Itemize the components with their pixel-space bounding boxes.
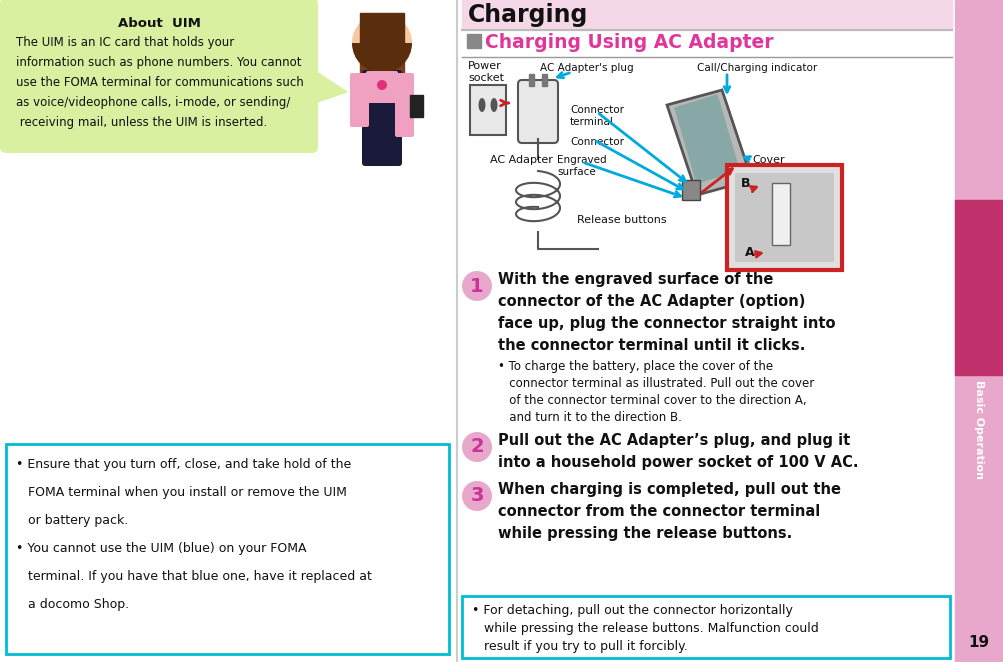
Bar [360, 43, 370, 83]
Text: Charging: Charging [467, 3, 588, 27]
Bar [469, 85, 506, 135]
Text: a docomo Shop.: a docomo Shop. [16, 598, 129, 611]
Text: A: A [744, 246, 754, 259]
Circle shape [461, 271, 491, 301]
Text: • To charge the battery, place the cover of the: • To charge the battery, place the cover… [497, 360, 772, 373]
Polygon shape [666, 90, 751, 195]
Text: AC Adapter: AC Adapter [489, 155, 553, 165]
Bar [734, 173, 833, 262]
Polygon shape [674, 95, 738, 183]
Ellipse shape [490, 98, 497, 112]
Text: With the engraved surface of the: With the engraved surface of the [497, 272, 772, 287]
Text: Basic Operation: Basic Operation [973, 381, 983, 479]
Text: Engraved
surface: Engraved surface [557, 155, 606, 177]
Circle shape [461, 432, 491, 462]
Text: connector terminal as illustrated. Pull out the cover: connector terminal as illustrated. Pull … [497, 377, 813, 390]
Circle shape [376, 80, 386, 90]
Text: • For detaching, pull out the connector horizontally: • For detaching, pull out the connector … [471, 604, 792, 617]
Bar [681, 180, 699, 200]
Text: Power
socket: Power socket [467, 62, 504, 83]
Text: terminal. If you have that blue one, have it replaced at: terminal. If you have that blue one, hav… [16, 570, 371, 583]
Bar [393, 43, 403, 83]
Text: Cover: Cover [751, 155, 783, 165]
Text: Connector
terminal: Connector terminal [570, 105, 624, 126]
Text: result if you try to pull it forcibly.: result if you try to pull it forcibly. [471, 640, 687, 653]
Bar [466, 34, 480, 48]
Text: or battery pack.: or battery pack. [16, 514, 128, 527]
Polygon shape [312, 69, 347, 104]
Text: • Ensure that you turn off, close, and take hold of the: • Ensure that you turn off, close, and t… [16, 458, 351, 471]
Text: Pull out the AC Adapter’s plug, and plug it: Pull out the AC Adapter’s plug, and plug… [497, 433, 850, 448]
Text: the connector terminal until it clicks.: the connector terminal until it clicks. [497, 338, 804, 353]
FancyBboxPatch shape [394, 73, 413, 137]
Text: Release buttons: Release buttons [577, 215, 666, 225]
Bar [529, 74, 534, 86]
Bar [409, 95, 422, 117]
Text: while pressing the release buttons. Malfunction could: while pressing the release buttons. Malf… [471, 622, 817, 635]
Text: FOMA terminal when you install or remove the UIM: FOMA terminal when you install or remove… [16, 486, 346, 499]
Text: face up, plug the connector straight into: face up, plug the connector straight int… [497, 316, 834, 331]
Bar [360, 13, 403, 43]
Bar [0, 0, 454, 662]
Text: 3: 3 [469, 487, 483, 506]
Bar [6, 444, 448, 654]
Text: AC Adapter's plug: AC Adapter's plug [540, 63, 633, 73]
Text: When charging is completed, pull out the: When charging is completed, pull out the [497, 482, 841, 497]
Text: B: B [740, 177, 750, 190]
FancyBboxPatch shape [518, 80, 558, 143]
Text: • You cannot use the UIM (blue) on your FOMA: • You cannot use the UIM (blue) on your … [16, 542, 306, 555]
Bar [461, 596, 949, 658]
Text: Connector: Connector [570, 137, 624, 147]
Text: About  UIM: About UIM [117, 17, 201, 30]
Circle shape [352, 13, 411, 73]
Text: as voice/videophone calls, i-mode, or sending/: as voice/videophone calls, i-mode, or se… [16, 96, 290, 109]
FancyBboxPatch shape [366, 71, 397, 103]
Text: into a household power socket of 100 V AC.: into a household power socket of 100 V A… [497, 455, 858, 470]
Text: connector from the connector terminal: connector from the connector terminal [497, 504, 819, 519]
FancyBboxPatch shape [350, 73, 369, 127]
FancyBboxPatch shape [0, 0, 318, 153]
Text: 2: 2 [469, 438, 483, 457]
Text: The UIM is an IC card that holds your: The UIM is an IC card that holds your [16, 36, 234, 49]
Text: 19: 19 [968, 636, 989, 651]
Bar [954, 0, 1003, 662]
Text: receiving mail, unless the UIM is inserted.: receiving mail, unless the UIM is insert… [16, 116, 267, 129]
Text: 1: 1 [469, 277, 483, 295]
Bar [726, 165, 842, 270]
Text: while pressing the release buttons.: while pressing the release buttons. [497, 526, 791, 541]
Wedge shape [352, 43, 411, 73]
Text: connector of the AC Adapter (option): connector of the AC Adapter (option) [497, 294, 804, 309]
Bar [771, 183, 789, 245]
FancyBboxPatch shape [362, 70, 401, 166]
Circle shape [461, 481, 491, 511]
Text: of the connector terminal cover to the direction A,: of the connector terminal cover to the d… [497, 394, 805, 407]
Text: information such as phone numbers. You cannot: information such as phone numbers. You c… [16, 56, 301, 69]
Bar [954, 200, 1003, 375]
Text: use the FOMA terminal for communications such: use the FOMA terminal for communications… [16, 76, 304, 89]
Text: and turn it to the direction B.: and turn it to the direction B. [497, 411, 681, 424]
Bar [542, 74, 547, 86]
Text: Charging Using AC Adapter: Charging Using AC Adapter [484, 33, 773, 52]
Text: Call/Charging indicator: Call/Charging indicator [696, 63, 816, 73]
Ellipse shape [478, 98, 485, 112]
Bar [461, 0, 951, 30]
